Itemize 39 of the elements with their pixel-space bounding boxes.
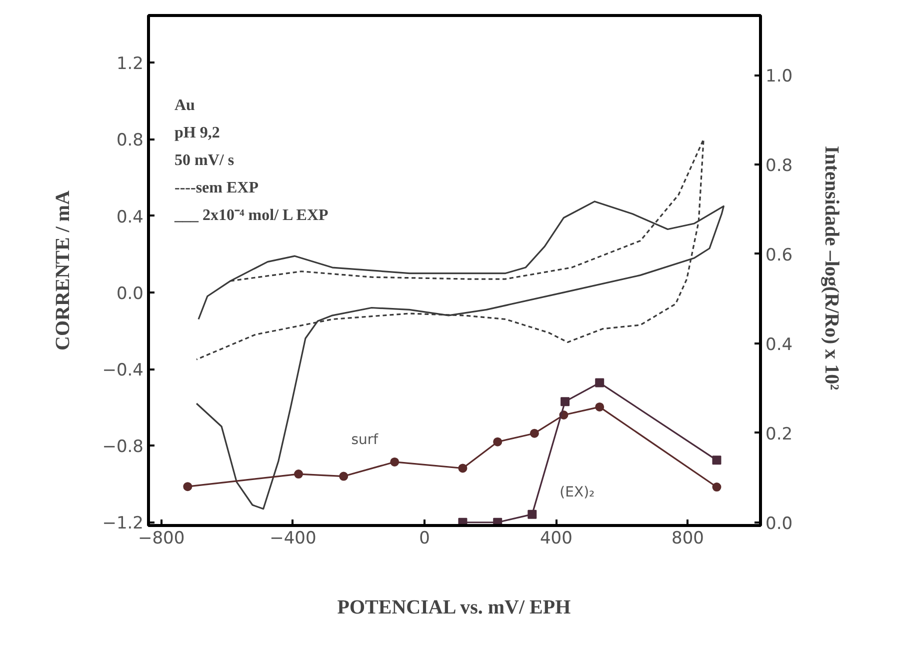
y-tick-label: −0.4 [102,360,144,381]
y2-tick-label: 0.0 [766,514,793,534]
y-tick-label: −0.8 [102,437,144,458]
point [560,397,570,406]
annotation: ----sem EXP [174,180,259,196]
y2-tick-label: 0.2 [766,424,793,444]
annotation: 50 mV/ s [174,152,234,169]
y-tick-label: 0.4 [116,207,144,228]
y-tick-label: 0.0 [116,284,144,304]
y2-axis-title: Intensidade –log(R/Ro) x 10² [820,146,843,390]
point [712,482,722,492]
point [339,472,348,481]
y-tick-label: 0.8 [116,130,144,151]
point [294,470,304,479]
x-tick-label: −400 [270,528,316,548]
point [595,378,604,388]
x-tick-label: 800 [672,528,704,548]
x-axis-title: POTENCIAL vs. mV/ EPH [337,596,572,618]
annotation: ___ 2x10⁻⁴ mol/ L EXP [174,207,329,224]
y2-tick-label: 0.8 [766,156,793,176]
x-tick-label: 0 [419,528,430,548]
point [183,482,192,492]
y2-tick-label: 1.0 [766,66,793,86]
point [458,464,468,473]
point [528,510,537,519]
y2-tick-label: 0.6 [766,245,793,266]
point [493,437,502,446]
point [595,402,604,412]
annotation: pH 9,2 [174,124,220,142]
point [390,457,400,466]
y2-tick-label: 0.4 [766,334,793,355]
point [530,428,539,438]
y-tick-label: 1.2 [116,54,144,74]
annotation: Au [174,97,196,114]
series-label: surf [351,432,380,448]
y-axis-title: CORRENTE / mA [52,190,74,351]
x-tick-label: 400 [540,528,572,548]
point [712,456,722,465]
series-label: (EX)₂ [560,484,595,500]
